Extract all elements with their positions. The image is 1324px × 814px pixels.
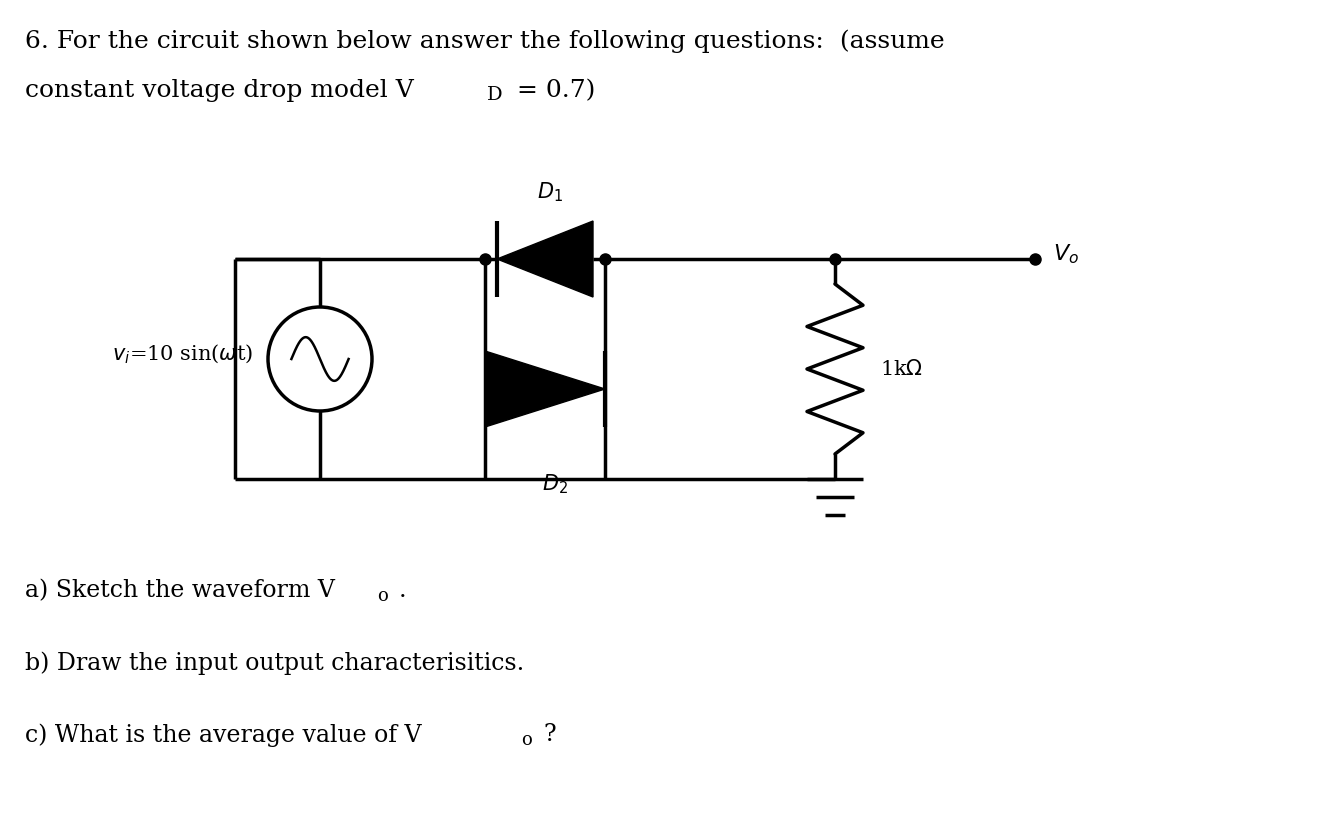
Text: $V_o$: $V_o$	[1053, 243, 1079, 266]
Polygon shape	[496, 221, 593, 297]
Text: D: D	[487, 86, 503, 104]
Text: constant voltage drop model V: constant voltage drop model V	[25, 79, 413, 102]
Text: 6. For the circuit shown below answer the following questions:  (assume: 6. For the circuit shown below answer th…	[25, 29, 944, 53]
Text: o: o	[377, 587, 388, 605]
Text: ?: ?	[543, 723, 556, 746]
Text: $D_1$: $D_1$	[538, 181, 563, 204]
Text: 1k$\Omega$: 1k$\Omega$	[880, 359, 923, 379]
Text: .: .	[399, 579, 406, 602]
Text: o: o	[522, 731, 532, 749]
Text: = 0.7): = 0.7)	[508, 79, 596, 102]
Text: $v_i$=10 sin($\omega$t): $v_i$=10 sin($\omega$t)	[113, 343, 253, 365]
Text: $D_2$: $D_2$	[542, 472, 568, 496]
Text: c) What is the average value of V: c) What is the average value of V	[25, 723, 421, 746]
Text: a) Sketch the waveform V: a) Sketch the waveform V	[25, 579, 335, 602]
Polygon shape	[485, 351, 605, 427]
Text: b) Draw the input output characterisitics.: b) Draw the input output characterisitic…	[25, 651, 524, 675]
